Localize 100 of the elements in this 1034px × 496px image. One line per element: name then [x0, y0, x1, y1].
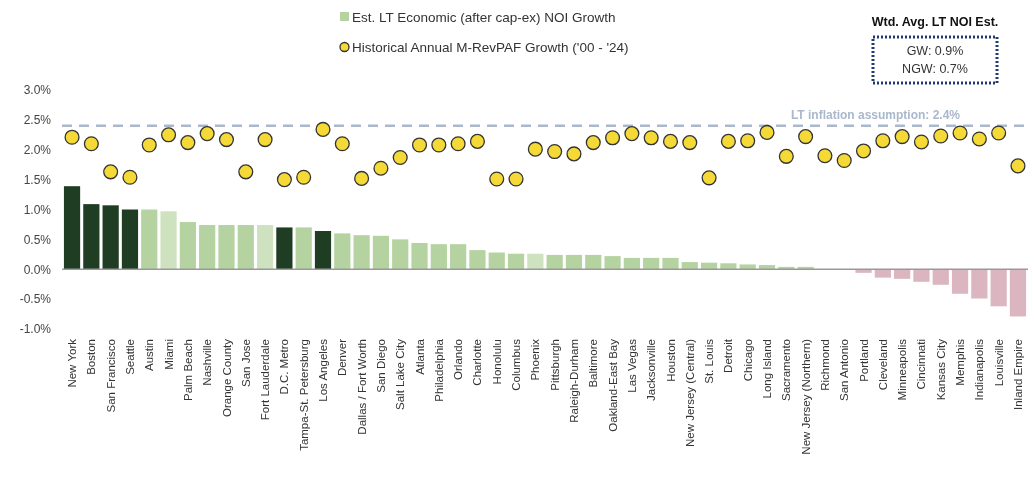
x-tick-label: Salt Lake City: [394, 338, 407, 410]
bar: [411, 242, 428, 270]
x-tick-label: Raleigh-Durham: [567, 339, 580, 423]
bar: [353, 235, 370, 270]
x-tick-label: Seattle: [123, 339, 136, 375]
x-tick-label: Las Vegas: [625, 338, 638, 393]
bar: [874, 269, 891, 278]
point: [122, 169, 138, 185]
x-tick-label: Oakland-East Bay: [606, 338, 619, 432]
bar: [102, 205, 119, 270]
x-tick-label: Cleveland: [876, 339, 889, 391]
point: [527, 141, 543, 157]
bar: [160, 211, 177, 270]
point: [373, 160, 389, 176]
bar: [585, 254, 602, 270]
bar: [256, 225, 274, 270]
x-tick-label: New Jersey (Central): [683, 338, 696, 447]
point: [64, 129, 80, 145]
x-tick-label: Minneapolis: [896, 338, 909, 401]
x-tick-label: Sacramento: [780, 339, 793, 402]
x-tick-label: New Jersey (Northern): [799, 338, 812, 455]
x-tick-label: Chicago: [741, 339, 754, 382]
point: [991, 125, 1007, 141]
point: [605, 130, 621, 146]
bar: [758, 265, 776, 270]
point: [334, 136, 350, 152]
point: [720, 133, 736, 149]
x-tick-label: Charlotte: [471, 339, 484, 386]
ref-line-label: LT inflation assumption: 2.4%: [790, 107, 961, 122]
x-tick-label: Baltimore: [587, 339, 600, 388]
point: [141, 137, 157, 153]
x-tick-label: Louisville: [992, 339, 1005, 387]
point: [83, 136, 99, 152]
point: [566, 146, 582, 162]
x-tick-label: Orange County: [220, 338, 233, 417]
point: [971, 131, 987, 147]
point: [624, 126, 640, 142]
x-tick-label: Richmond: [818, 339, 831, 391]
bar: [450, 244, 467, 270]
bar: [372, 235, 390, 270]
y-tick-label: 1.0%: [23, 202, 52, 217]
point: [952, 125, 968, 141]
bar: [392, 239, 409, 270]
x-tick-label: Dallas / Fort Worth: [355, 339, 368, 435]
point: [508, 171, 524, 187]
bar: [681, 262, 698, 270]
x-tick-label: Pittsburgh: [548, 339, 561, 391]
x-tick-label: Memphis: [954, 338, 967, 386]
point: [257, 132, 273, 148]
bar: [643, 257, 660, 270]
bar: [237, 225, 254, 270]
x-tick-label: Columbus: [510, 338, 523, 391]
y-tick-label: 0.0%: [23, 262, 52, 277]
bar: [739, 264, 756, 270]
point: [701, 170, 717, 186]
x-tick-label: Cincinnati: [915, 339, 928, 390]
point: [836, 152, 852, 169]
bar: [63, 186, 81, 270]
x-tick-label: Tampa-St. Petersburg: [297, 339, 310, 451]
x-tick-label: Kansas City: [934, 338, 947, 401]
point: [218, 132, 235, 148]
bar: [430, 244, 447, 270]
point: [392, 149, 408, 166]
point: [315, 121, 331, 137]
x-tick-label: San Antonio: [838, 339, 851, 402]
point: [1010, 158, 1026, 174]
x-tick-label: Houston: [664, 339, 677, 382]
text: GW: 0.9%: [906, 44, 964, 58]
point: [682, 135, 698, 151]
point: [354, 170, 370, 186]
point: [933, 128, 949, 144]
y-tick-label: 2.5%: [23, 113, 52, 128]
bar: [720, 263, 737, 270]
x-tick-label: Palm Beach: [181, 339, 194, 402]
point: [180, 135, 196, 151]
x-tick-label: Los Angeles: [317, 338, 330, 402]
point: [817, 148, 833, 164]
bar: [314, 231, 332, 270]
point: [855, 143, 872, 159]
x-tick-label: Portland: [857, 339, 870, 382]
bar: [700, 262, 718, 270]
point: [894, 129, 910, 145]
point: [875, 133, 891, 149]
y-tick-label: 0.5%: [23, 232, 52, 247]
bar: [141, 209, 158, 270]
point: [238, 164, 254, 180]
bar: [488, 252, 505, 270]
bar: [604, 256, 621, 270]
y-tick-label: 3.0%: [23, 83, 52, 98]
point: [489, 171, 505, 187]
y-tick-label: -0.5%: [19, 292, 52, 307]
bar: [546, 254, 563, 270]
point: [161, 127, 177, 143]
bar: [990, 269, 1007, 307]
bar: [179, 222, 196, 270]
bar: [199, 225, 216, 270]
bar: [1009, 269, 1027, 317]
x-tick-label: San Francisco: [104, 339, 117, 413]
x-tick-label: Orlando: [452, 339, 465, 380]
point: [585, 135, 601, 151]
